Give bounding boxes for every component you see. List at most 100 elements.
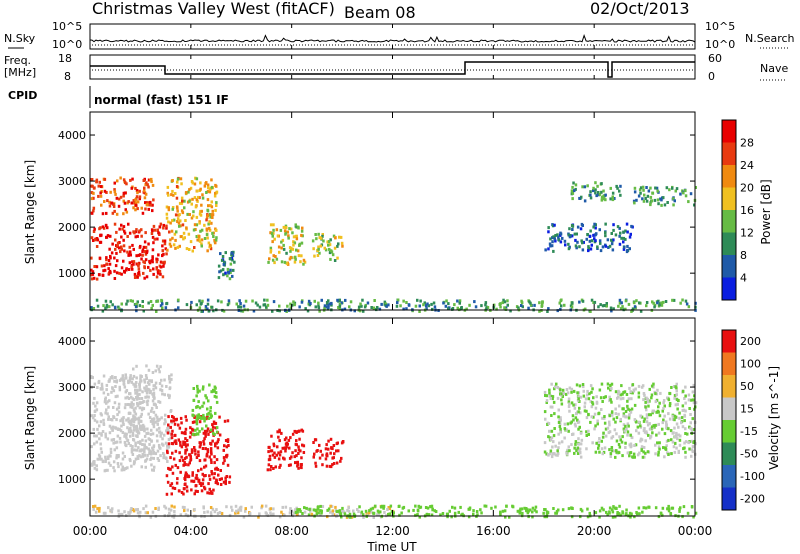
vel-cell-r0 [104, 455, 107, 459]
colorbar-segment [722, 210, 736, 233]
power-cell-r4 [276, 234, 280, 238]
power-cell-r8 [650, 199, 654, 203]
vel-cell-r8 [339, 512, 343, 516]
vel-cell-r4 [273, 455, 277, 459]
vel-cell-r7 [269, 511, 272, 515]
vel-cell-r0 [152, 387, 155, 391]
power-cell-r9 [252, 309, 256, 313]
vel-cell-r7 [260, 504, 264, 508]
vel-cell-r5 [337, 449, 340, 453]
power-cell-r0 [151, 257, 154, 261]
power-cell-r7 [570, 234, 574, 238]
vel-cell-r6 [586, 389, 589, 393]
vel-cell-r6 [645, 416, 649, 420]
nave-tick-bottom: 0 [708, 70, 715, 83]
vel-cell-r0 [95, 464, 98, 468]
vel-cell-r6 [632, 452, 636, 456]
power-cell-r9 [584, 307, 587, 311]
vel-cell-r8 [610, 508, 614, 512]
vel-cell-r6 [552, 434, 556, 438]
vel-cell-r8 [298, 508, 302, 512]
power-cell-r3 [222, 262, 226, 266]
vel-cell-r6 [667, 453, 670, 456]
vel-cell-r8 [400, 511, 403, 515]
vel-cell-r0 [116, 434, 120, 438]
vel-cell-r8 [315, 512, 319, 516]
vel-cell-r6 [618, 435, 621, 439]
vel-cell-r5 [335, 461, 339, 465]
vel-cell-r6 [549, 397, 552, 400]
vel-cell-r6 [600, 439, 603, 443]
power-cell-r9 [328, 302, 332, 306]
vel-cell-r6 [622, 390, 625, 394]
vel-cell-r2 [171, 429, 174, 433]
vel-cell-r6 [626, 433, 629, 437]
vel-cell-r1 [132, 367, 135, 371]
power-cell-r9 [546, 310, 549, 313]
power-cell-r2 [201, 196, 205, 200]
power-cell-r4 [292, 235, 296, 239]
vel-cell-r6 [678, 416, 681, 420]
power-cell-r9 [323, 306, 326, 310]
power-cell-r9 [344, 298, 347, 302]
date-label: 02/Oct/2013 [590, 0, 690, 18]
power-cell-r2 [200, 244, 203, 248]
vel-cell-r8 [557, 508, 560, 512]
vel-cell-r0 [134, 457, 138, 461]
vel-cell-r6 [607, 386, 610, 390]
vel-cell-r6 [675, 382, 678, 386]
vel-cell-r2 [197, 454, 200, 457]
vel-cell-r6 [601, 435, 605, 439]
vel-cell-r5 [312, 455, 315, 459]
vel-cell-r6 [684, 401, 687, 405]
vel-cell-r1 [141, 438, 144, 442]
vel-cell-r4 [299, 463, 303, 467]
power-cell-r7 [580, 222, 584, 226]
power-cell-r0 [161, 244, 164, 248]
power-cell-r2 [176, 209, 179, 213]
power-cell-r0 [116, 244, 119, 248]
vel-cell-r6 [690, 448, 694, 452]
vel-cell-r6 [650, 425, 654, 429]
vel-cell-r6 [669, 429, 673, 433]
vel-cell-r6 [676, 402, 679, 406]
vel-cell-r6 [615, 432, 618, 436]
vel-cell-r6 [613, 449, 616, 453]
power-cell-r0 [103, 268, 107, 272]
vel-cell-r6 [668, 404, 672, 408]
power-cell-r4 [280, 260, 284, 264]
vel-cell-r2 [171, 415, 174, 418]
power-cell-r9 [593, 300, 597, 304]
vel-cell-r6 [613, 428, 617, 432]
vel-cell-r6 [621, 407, 624, 411]
vel-cell-r7 [294, 508, 297, 512]
vel-cell-r6 [543, 441, 547, 445]
vel-cell-r2 [171, 471, 175, 475]
vel-cell-r1 [158, 382, 162, 385]
vel-cell-r0 [141, 454, 145, 458]
vel-cell-r6 [567, 429, 570, 433]
power-cell-r6 [602, 197, 606, 201]
vel-cell-r0 [93, 396, 96, 400]
power-cell-r9 [465, 307, 468, 311]
power-cell-r0 [157, 231, 160, 235]
vel-cell-r6 [565, 451, 568, 455]
power-cell-r5 [321, 233, 324, 236]
power-cell-r7 [582, 240, 585, 244]
vel-cell-r6 [574, 440, 578, 444]
vel-cell-r4 [295, 454, 298, 458]
power-cell-r3 [221, 255, 225, 258]
vel-cell-r8 [312, 508, 316, 512]
power-cell-r9 [456, 299, 459, 303]
vel-cell-r8 [387, 512, 390, 516]
vel-cell-r2 [190, 488, 193, 492]
power-cell-r9 [102, 304, 105, 308]
vel-cell-r4 [295, 443, 298, 447]
power-cell-r0 [92, 230, 96, 233]
power-cell-r0 [109, 271, 112, 275]
power-cell-r9 [486, 306, 490, 309]
vel-cell-r6 [678, 411, 681, 415]
power-cell-r0 [109, 234, 112, 238]
vel-cell-r0 [132, 425, 136, 429]
vel-cell-r2 [179, 440, 182, 444]
